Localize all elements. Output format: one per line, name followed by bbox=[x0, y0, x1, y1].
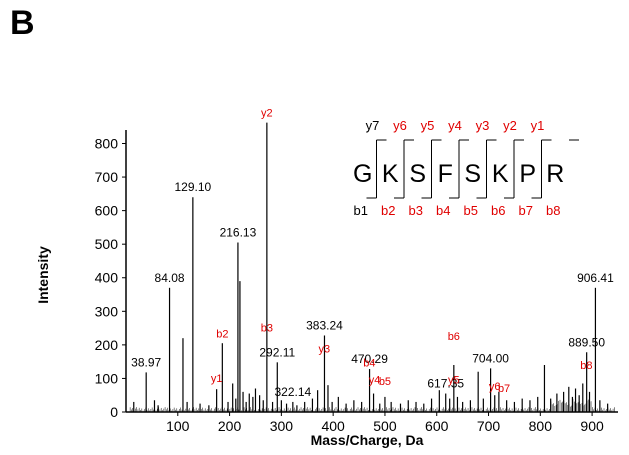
peak-mz-label: 216.13 bbox=[220, 226, 257, 240]
y-tick-label: 100 bbox=[95, 370, 119, 386]
fragment-ion-label: b8 bbox=[580, 360, 592, 372]
x-tick-label: 400 bbox=[321, 418, 345, 434]
fragment-ion-label: b3 bbox=[261, 322, 273, 334]
peak-mz-label: 617.35 bbox=[427, 377, 464, 391]
b-ion-label: b6 bbox=[491, 203, 505, 218]
fragment-ion-label: y5 bbox=[448, 374, 460, 386]
fragment-ion-label: y3 bbox=[319, 343, 331, 355]
b-ion-label: b4 bbox=[436, 203, 450, 218]
peaks-layer bbox=[129, 122, 615, 412]
sequence-residue: K bbox=[492, 160, 509, 188]
fragment-ion-label: y6 bbox=[489, 381, 501, 393]
b-ion-label: b2 bbox=[381, 203, 395, 218]
fragment-ion-label: b5 bbox=[379, 376, 391, 388]
sequence-residue: S bbox=[409, 160, 426, 188]
y-ion-label: y6 bbox=[393, 118, 407, 133]
b-ion-label: b7 bbox=[519, 203, 533, 218]
peak-mz-label: 292.11 bbox=[259, 345, 295, 359]
peak-mz-label: 84.08 bbox=[155, 271, 185, 285]
sequence-residue: S bbox=[464, 160, 481, 188]
y-ion-label: y7 bbox=[366, 118, 380, 133]
sequence-residue: K bbox=[382, 160, 399, 188]
peak-mz-label: 704.00 bbox=[472, 351, 509, 365]
peak-mz-label: 322.14 bbox=[274, 385, 311, 399]
y-axis-title: Intensity bbox=[35, 246, 51, 304]
x-axis-title: Mass/Charge, Da bbox=[311, 432, 424, 448]
sequence-residue: G bbox=[353, 160, 372, 188]
y-tick-label: 500 bbox=[95, 236, 119, 252]
sequence-residue: F bbox=[438, 160, 453, 188]
peak-mz-label: 906.41 bbox=[577, 271, 614, 285]
b-ion-label: b3 bbox=[409, 203, 423, 218]
peak-mz-label: 470.29 bbox=[351, 352, 388, 366]
x-tick-label: 100 bbox=[166, 418, 190, 434]
y-tick-label: 200 bbox=[95, 337, 119, 353]
x-tick-label: 200 bbox=[218, 418, 242, 434]
y-tick-label: 800 bbox=[95, 135, 119, 151]
fragment-ion-label: y4 bbox=[369, 374, 381, 386]
b-ion-label: b5 bbox=[464, 203, 478, 218]
y-tick-label: 300 bbox=[95, 303, 119, 319]
y-tick-label: 700 bbox=[95, 169, 119, 185]
y-tick-label: 600 bbox=[95, 203, 119, 219]
fragment-ion-label: b4 bbox=[363, 358, 375, 370]
fragment-ion-label: b2 bbox=[216, 328, 228, 340]
x-tick-label: 500 bbox=[373, 418, 397, 434]
fragment-ion-label: y1 bbox=[211, 373, 223, 385]
peak-mz-label: 889.50 bbox=[568, 335, 605, 349]
x-tick-label: 900 bbox=[580, 418, 604, 434]
fragment-ion-label: y2 bbox=[261, 108, 273, 120]
y-ion-label: y2 bbox=[503, 118, 517, 133]
x-tick-label: 700 bbox=[477, 418, 501, 434]
peak-mz-label: 383.24 bbox=[306, 318, 343, 332]
fragment-ion-label: b7 bbox=[498, 383, 510, 395]
y-ion-label: y4 bbox=[448, 118, 462, 133]
sequence-residue: P bbox=[519, 160, 536, 188]
ticks-layer: 100 200 300 400 500 600 700 800 900 0 100 200 300 400… bbox=[95, 135, 604, 434]
peak-labels-layer: 38.97 84.08 129.10 216.13 292.11 322.14 383.24… bbox=[131, 180, 614, 399]
peak-mz-label: 38.97 bbox=[131, 355, 161, 369]
b-ion-label: b1 bbox=[354, 203, 368, 218]
panel-letter: B bbox=[10, 4, 35, 42]
y-tick-label: 400 bbox=[95, 270, 119, 286]
x-tick-label: 800 bbox=[529, 418, 553, 434]
y-ion-label: y5 bbox=[421, 118, 435, 133]
y-ion-label: y3 bbox=[476, 118, 490, 133]
b-ion-label: b8 bbox=[546, 203, 560, 218]
y-tick-label: 0 bbox=[110, 404, 118, 420]
x-tick-label: 600 bbox=[425, 418, 449, 434]
sequence-residue: R bbox=[546, 160, 564, 188]
y-ion-label: y1 bbox=[531, 118, 545, 133]
fragment-ion-label: b6 bbox=[448, 331, 460, 343]
peak-mz-label: 129.10 bbox=[175, 180, 212, 194]
x-tick-label: 300 bbox=[270, 418, 294, 434]
